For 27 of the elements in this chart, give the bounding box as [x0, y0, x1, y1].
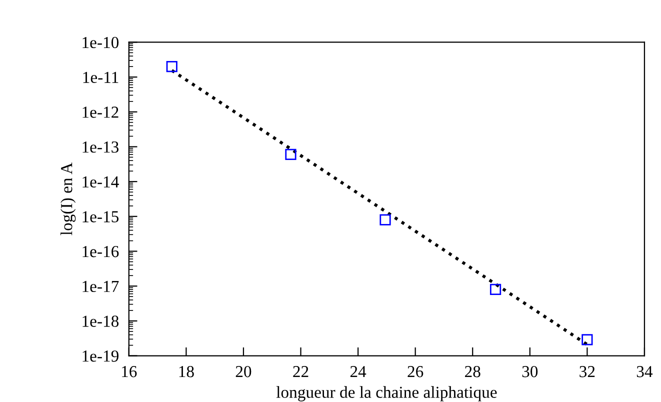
x-tick-label: 34	[636, 366, 653, 378]
x-tick-label: 28	[465, 366, 480, 378]
x-tick-label: 30	[522, 366, 538, 378]
x-tick-label: 32	[580, 366, 595, 378]
point	[380, 214, 391, 226]
y-axis-title: log(I) en A	[60, 162, 76, 236]
x-axis-title: longueur de la chaine aliphatique	[276, 386, 497, 402]
y-tick-label: 1e-14	[82, 176, 119, 188]
point	[166, 61, 178, 72]
point	[582, 334, 593, 346]
y-tick-label: 1e-17	[82, 280, 119, 292]
y-tick-label: 1e-13	[82, 141, 119, 153]
y-tick-label: 1e-15	[82, 211, 119, 222]
x-tick-label: 22	[293, 366, 308, 378]
y-tick-label: 1e-18	[82, 316, 119, 327]
x-tick-label: 20	[236, 366, 252, 378]
y-tick-label: 1e-12	[82, 106, 118, 118]
x-tick-label: 24	[350, 366, 366, 378]
y-tick-label: 1e-16	[82, 246, 119, 258]
point	[490, 284, 502, 296]
point	[285, 148, 296, 160]
x-tick-label: 18	[179, 366, 194, 378]
x-tick-label: 26	[408, 366, 424, 378]
x-tick-label: 16	[122, 366, 137, 378]
y-tick-label: 1e-19	[82, 350, 118, 362]
y-tick-label: 1e-10	[82, 36, 119, 48]
y-tick-label: 1e-11	[83, 72, 118, 83]
